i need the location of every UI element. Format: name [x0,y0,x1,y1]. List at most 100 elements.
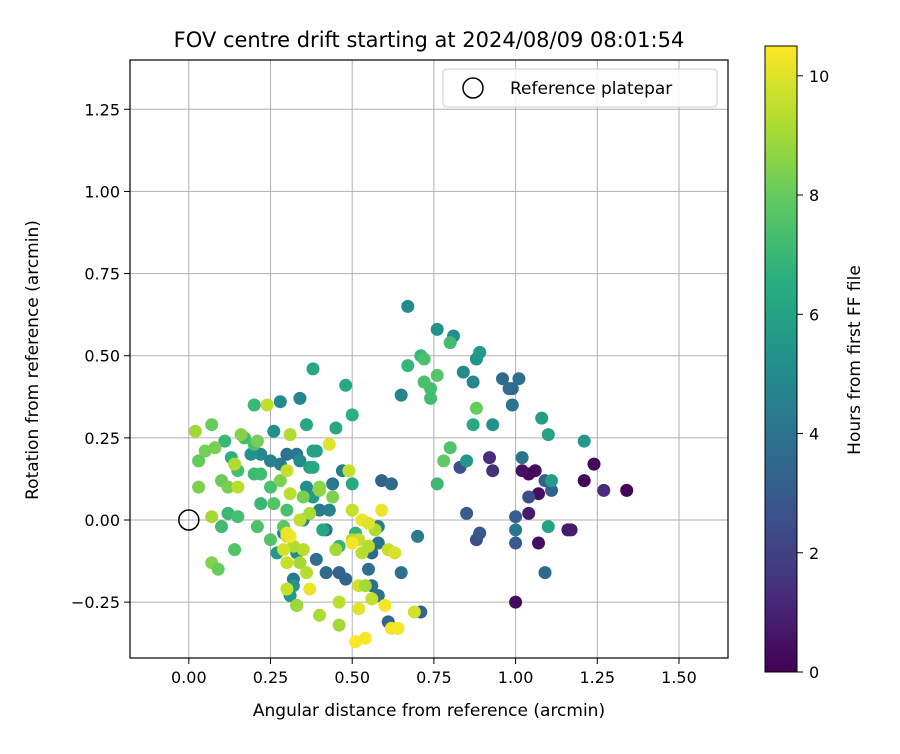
data-point [192,480,206,494]
data-point [532,487,545,501]
y-tick-label: 0.00 [84,511,120,530]
data-point [293,391,307,405]
data-point [394,566,408,580]
data-point [460,454,474,468]
data-point [430,477,444,491]
y-axis-label: Rotation from reference (arcmin) [23,220,43,500]
data-point [362,539,375,553]
data-point [496,372,509,386]
data-point [443,441,457,455]
data-point [358,579,372,593]
data-point [407,605,421,619]
data-point [486,418,500,432]
data-point [411,529,425,543]
colorbar-tick-label: 4 [809,425,819,444]
data-point [286,539,300,553]
data-point [391,621,405,635]
data-point [424,391,438,405]
data-point [309,552,323,566]
data-point [332,595,346,609]
data-point [326,490,340,504]
y-axis-ticks: −0.25 0.00 0.25 0.50 0.75 1.00 1.25 [71,100,130,612]
data-point [375,474,389,488]
data-point [228,543,242,557]
data-point [329,543,343,557]
data-point [587,457,601,471]
data-point [375,503,389,517]
plot-frame [129,59,729,659]
data-point [313,483,326,497]
data-point [247,398,261,412]
data-point [208,441,222,455]
y-tick-label: 0.75 [84,265,120,284]
data-point [329,421,343,435]
data-point [483,451,496,465]
data-point [358,631,372,645]
data-point [228,457,242,471]
data-point [577,434,591,448]
x-axis-label: Angular distance from reference (arcmin) [253,701,605,721]
data-point [309,444,323,458]
colorbar-tick-label: 0 [809,663,819,682]
data-point [313,503,326,517]
data-point [443,336,457,350]
data-point [339,572,353,586]
data-point [231,510,245,524]
data-point [293,454,307,468]
data-point [293,513,307,527]
data-point [371,536,385,550]
data-point [306,460,320,474]
data-point [541,428,555,442]
data-point [473,345,487,359]
data-point [505,398,519,412]
data-point [221,480,235,494]
data-point [535,411,549,425]
y-tick-label: 0.25 [84,429,120,448]
data-point [277,543,291,557]
colorbar-tick-label: 10 [809,67,829,86]
data-point [254,447,268,461]
data-point [417,375,431,389]
data-point [303,582,317,596]
data-point [250,434,264,448]
data-point [280,526,294,540]
data-point [564,523,578,537]
data-point [300,566,313,580]
data-point [460,506,474,520]
data-point [509,536,523,550]
data-point [322,503,336,517]
data-point [283,487,297,501]
data-point [267,424,281,438]
data-point [264,533,277,547]
data-point [293,556,307,570]
data-point [264,480,277,494]
data-point [515,451,529,465]
data-point [280,464,294,478]
data-point [188,424,202,438]
data-point [515,464,529,478]
x-tick-label: 1.50 [661,668,697,687]
data-point [231,480,245,494]
colorbar-tick-label: 8 [809,186,819,205]
y-tick-label: 0.50 [84,347,120,366]
data-point [300,418,313,432]
data-point [522,506,536,520]
colorbar-ticks: 0 2 4 6 8 10 [797,67,829,682]
data-point [250,520,264,534]
data-point [473,526,487,540]
x-tick-label: 1.25 [579,668,615,687]
colorbar-tick-label: 6 [809,305,819,324]
chart-title: FOV centre drift starting at 2024/08/09 … [174,28,685,52]
data-point [509,523,523,537]
colorbar: 0 2 4 6 8 10 Hours from first FF file [764,45,865,682]
data-point [316,523,330,537]
legend-marker-open-circle [462,77,484,99]
reference-marker [178,509,200,531]
data-point [394,388,408,402]
data-point [597,483,611,497]
y-tick-label: 1.00 [84,182,120,201]
data-point [522,490,536,504]
y-tick-label: 1.25 [84,100,120,119]
data-point [349,635,362,649]
